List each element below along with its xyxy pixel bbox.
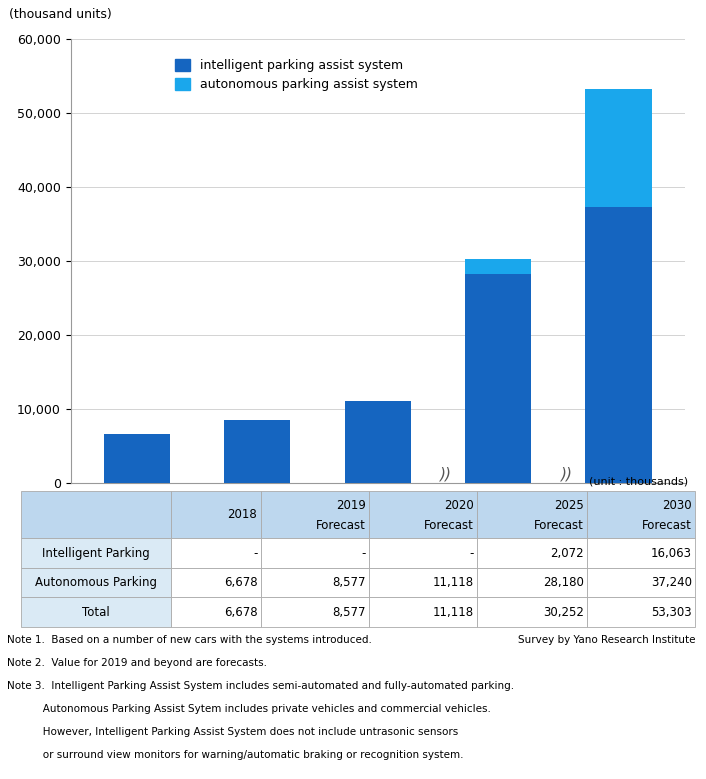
Text: Intelligent Parking: Intelligent Parking: [42, 547, 150, 559]
Text: 11,118: 11,118: [433, 605, 474, 619]
Text: Survey by Yano Research Institute: Survey by Yano Research Institute: [518, 636, 695, 646]
Text: 6,678: 6,678: [224, 576, 257, 589]
Text: Forecast: Forecast: [534, 519, 584, 531]
Bar: [225, 420, 290, 483]
Bar: [261, 568, 369, 597]
Text: 2030: 2030: [662, 499, 692, 512]
Text: 2019: 2019: [336, 499, 366, 512]
Text: 2025: 2025: [554, 499, 584, 512]
Bar: [477, 491, 587, 538]
Bar: [261, 491, 369, 538]
Bar: [21, 491, 172, 538]
Bar: [587, 568, 695, 597]
Text: 8,577: 8,577: [332, 605, 366, 619]
Bar: [104, 434, 170, 483]
Bar: [369, 538, 477, 568]
Bar: [465, 259, 532, 274]
Text: Note 2.  Value for 2019 and beyond are forecasts.: Note 2. Value for 2019 and beyond are fo…: [7, 658, 267, 668]
Text: 37,240: 37,240: [651, 576, 692, 589]
Text: Note 1.  Based on a number of new cars with the systems introduced.: Note 1. Based on a number of new cars wi…: [7, 636, 372, 646]
Bar: [172, 597, 261, 627]
Text: 53,303: 53,303: [652, 605, 692, 619]
Text: 2020: 2020: [444, 499, 474, 512]
Text: 6,678: 6,678: [224, 605, 257, 619]
Text: 11,118: 11,118: [433, 576, 474, 589]
Text: Forecast: Forecast: [316, 519, 366, 531]
Text: 2018: 2018: [227, 508, 257, 521]
Bar: [477, 538, 587, 568]
Bar: [477, 568, 587, 597]
Bar: [21, 597, 172, 627]
Text: )): )): [441, 467, 453, 481]
Text: Forecast: Forecast: [424, 519, 474, 531]
Text: 16,063: 16,063: [651, 547, 692, 559]
Bar: [261, 597, 369, 627]
Bar: [261, 538, 369, 568]
Text: 2,072: 2,072: [550, 547, 584, 559]
Text: Note 3.  Intelligent Parking Assist System includes semi-automated and fully-aut: Note 3. Intelligent Parking Assist Syste…: [7, 682, 514, 691]
Text: -: -: [361, 547, 366, 559]
Bar: [369, 597, 477, 627]
Text: (thousand units): (thousand units): [9, 9, 112, 21]
Text: -: -: [469, 547, 474, 559]
Text: )): )): [561, 467, 573, 481]
Bar: [345, 400, 411, 483]
Text: 28,180: 28,180: [543, 576, 584, 589]
Text: (unit : thousands): (unit : thousands): [590, 477, 688, 487]
Bar: [587, 597, 695, 627]
Bar: [587, 491, 695, 538]
Text: Forecast: Forecast: [642, 519, 692, 531]
Bar: [465, 274, 532, 483]
Bar: [21, 538, 172, 568]
Text: However, Intelligent Parking Assist System does not include untrasonic sensors: However, Intelligent Parking Assist Syst…: [7, 728, 458, 737]
Bar: [172, 491, 261, 538]
Bar: [587, 538, 695, 568]
Text: -: -: [253, 547, 257, 559]
Text: Autonomous Parking Assist Sytem includes private vehicles and commercial vehicle: Autonomous Parking Assist Sytem includes…: [7, 704, 491, 714]
Text: 8,577: 8,577: [332, 576, 366, 589]
Text: 30,252: 30,252: [543, 605, 584, 619]
Text: Autonomous Parking: Autonomous Parking: [35, 576, 157, 589]
Bar: [369, 491, 477, 538]
Bar: [477, 597, 587, 627]
Legend: intelligent parking assist system, autonomous parking assist system: intelligent parking assist system, auton…: [175, 58, 418, 91]
Bar: [585, 89, 652, 207]
Text: Total: Total: [83, 605, 110, 619]
Bar: [585, 207, 652, 483]
Bar: [21, 568, 172, 597]
Bar: [172, 568, 261, 597]
Bar: [369, 568, 477, 597]
Text: or surround view monitors for warning/automatic braking or recognition system.: or surround view monitors for warning/au…: [7, 750, 464, 760]
Bar: [172, 538, 261, 568]
